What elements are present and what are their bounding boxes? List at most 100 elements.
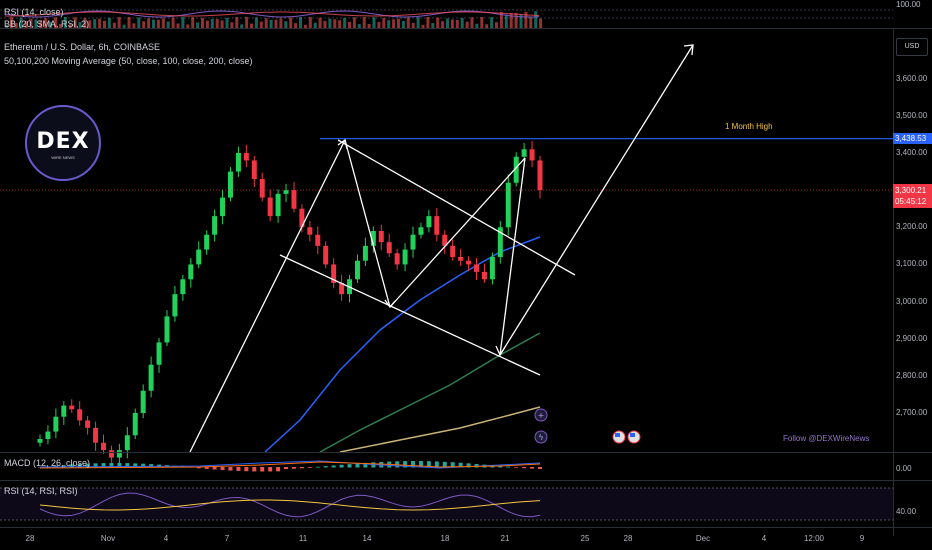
top-volume-bar	[446, 18, 449, 28]
lightning-icon-2	[534, 430, 548, 444]
macd-label[interactable]: MACD (12, 26, close)	[4, 458, 91, 468]
macd-bar	[125, 463, 130, 468]
channel-upper-line	[337, 139, 576, 276]
top-volume-bar	[254, 17, 258, 28]
top-volume-bar	[401, 20, 405, 28]
price-axis[interactable]	[893, 28, 932, 536]
ma50-line[interactable]	[264, 236, 541, 453]
ma200-line[interactable]	[339, 406, 541, 453]
top-volume-bar	[230, 22, 234, 28]
candle-body	[275, 193, 281, 217]
candle-body	[283, 190, 289, 194]
top-volume-bar	[284, 21, 288, 28]
top-volume-bar	[480, 17, 484, 28]
rsi-label[interactable]: RSI (14, RSI, RSI)	[4, 486, 78, 496]
chart-title[interactable]: Ethereum / U.S. Dollar, 6h, COINBASE	[4, 42, 161, 52]
top-volume-bar	[186, 24, 190, 28]
x-tick-label: Nov	[100, 534, 116, 543]
top-volume-bar	[245, 17, 249, 28]
pane-separator[interactable]	[0, 28, 932, 29]
ma100-line[interactable]	[319, 332, 541, 453]
top-rsi-panel: RSI (14, close) BB (20, SMA, RSI, 2)	[0, 0, 893, 29]
macd-bar	[69, 464, 74, 468]
current-price-value: 3,300.21	[895, 186, 927, 195]
candle-body	[442, 234, 448, 246]
macd-bar	[307, 467, 312, 468]
top-volume-bar	[303, 24, 307, 28]
top-volume-bar	[362, 17, 366, 28]
macd-bar	[458, 462, 463, 468]
top-volume-bar	[54, 17, 57, 28]
top-volume-bar	[103, 20, 106, 28]
breakout-arrowhead	[683, 44, 694, 56]
top-volume-bar	[201, 17, 204, 28]
candle-body	[212, 216, 218, 235]
top-volume-bar	[127, 17, 131, 28]
y-tick-label: 2,900.00	[896, 333, 928, 343]
candle-body	[37, 439, 43, 443]
top-volume-bar	[29, 18, 33, 28]
top-volume-bar	[73, 17, 77, 28]
top-volume-bar	[504, 14, 508, 28]
top-bb-label[interactable]: BB (20, SMA, RSI, 2)	[4, 19, 90, 29]
top-volume-bar	[328, 18, 332, 28]
pattern-drawings[interactable]	[189, 44, 694, 453]
svg-text:+: +	[538, 411, 545, 420]
countdown-value: 05:45:12	[895, 197, 927, 206]
x-tick-label: 28	[623, 534, 633, 543]
macd-bar	[276, 467, 281, 472]
candle-body	[108, 450, 114, 458]
candle-body	[251, 160, 257, 179]
macd-bar	[77, 464, 82, 468]
top-volume-bar	[289, 17, 293, 28]
ma-legend[interactable]: 50,100,200 Moving Average (50, close, 10…	[4, 56, 253, 66]
time-axis-separator	[0, 527, 932, 528]
top-volume-bar	[499, 11, 503, 28]
top-volume-bar	[441, 21, 445, 28]
y-tick-label: 3,000.00	[896, 296, 928, 306]
macd-bar	[538, 467, 542, 470]
candle-body	[529, 149, 535, 161]
down-arrowhead	[495, 345, 506, 357]
candle-body	[386, 242, 392, 254]
top-volume-bar	[294, 23, 298, 28]
candle-body	[481, 271, 487, 280]
top-volume-bar	[269, 19, 273, 28]
macd-bar	[323, 466, 328, 468]
macd-separator[interactable]	[0, 452, 932, 453]
top-volume-bar	[117, 17, 121, 28]
month-high-label[interactable]: 1 Month High	[725, 122, 773, 131]
currency-button[interactable]: USD	[896, 38, 928, 56]
macd-bar	[220, 467, 225, 471]
lightning-icon	[534, 408, 548, 422]
macd-bar	[434, 461, 439, 468]
macd-bar	[442, 461, 447, 468]
top-volume-bar	[225, 17, 229, 28]
rsi-separator[interactable]	[0, 480, 932, 481]
candle-body	[489, 257, 495, 280]
candle-body	[315, 234, 321, 246]
candle-body	[156, 342, 162, 365]
candle-body	[196, 249, 202, 265]
macd-bar	[109, 463, 114, 468]
macd-bar	[61, 465, 66, 468]
main-chart[interactable]: + ϟ	[0, 0, 893, 550]
candle-body	[69, 405, 75, 410]
top-volume-bar	[397, 18, 400, 28]
top-volume-bar	[264, 18, 268, 28]
top-rsi-label[interactable]: RSI (14, close)	[4, 7, 64, 17]
top-scale-label: 100.00	[896, 0, 921, 9]
candle-body	[513, 156, 519, 183]
macd-bar	[299, 467, 304, 469]
candle-body	[61, 405, 67, 417]
top-volume-bar	[524, 11, 528, 28]
top-volume-bar	[299, 17, 302, 28]
candle-body	[85, 420, 91, 428]
channel-lower-line	[279, 254, 541, 376]
trend-arrow-up-1	[189, 139, 346, 453]
candle-body	[140, 390, 146, 413]
event-icons[interactable]: + ϟ	[534, 408, 641, 444]
candle-body	[267, 197, 273, 217]
x-tick-label: 7	[224, 534, 230, 543]
top-volume-bar	[181, 17, 185, 28]
